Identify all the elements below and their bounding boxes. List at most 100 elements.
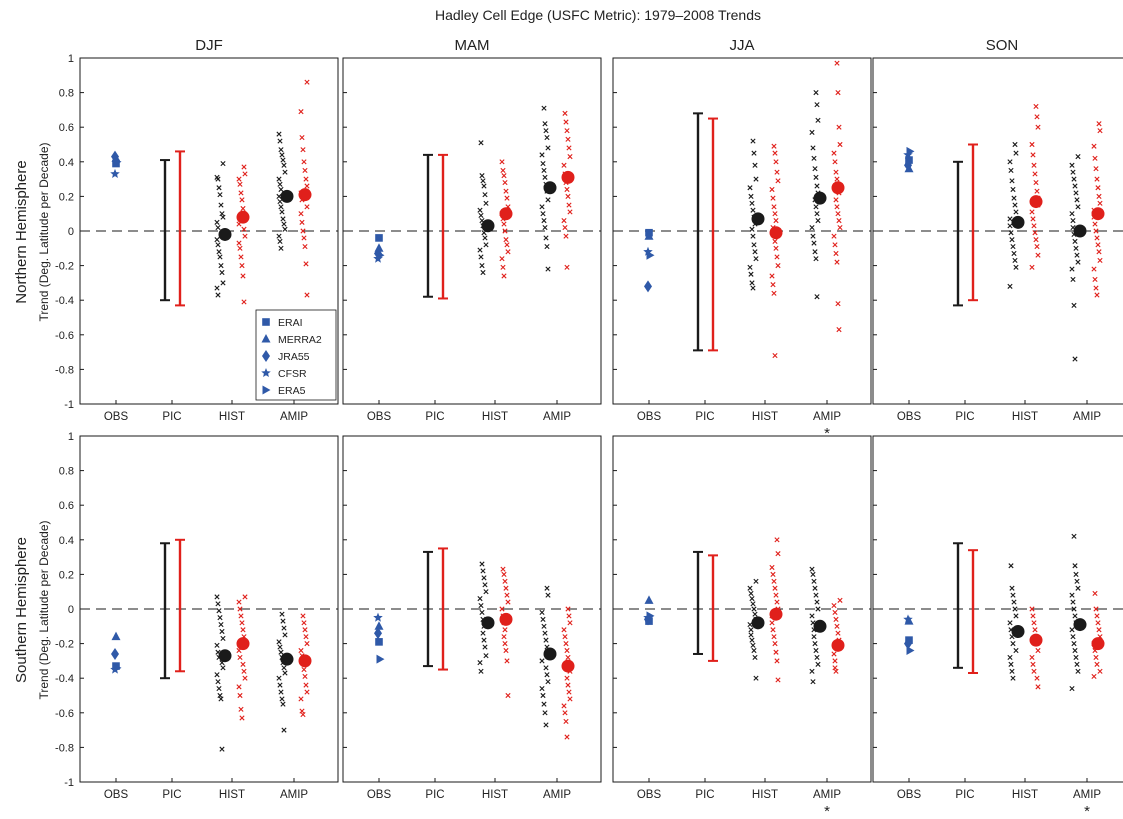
amip-member-red — [1092, 155, 1098, 161]
amip-member-black — [545, 592, 551, 598]
amip-member-black — [815, 661, 821, 667]
hist-member-black — [219, 628, 225, 635]
hist-mean-black — [218, 649, 232, 663]
y-tick-label: 0 — [68, 226, 74, 238]
row-label-southern-hemisphere: Southern Hemisphere — [13, 537, 30, 683]
hist-member-black — [748, 632, 754, 638]
amip-member-black — [1069, 266, 1075, 272]
amip-member-red — [835, 90, 841, 96]
season-title-son: SON — [986, 37, 1019, 54]
hist-member-black — [483, 589, 489, 595]
amip-mean-black — [813, 191, 827, 205]
amip-member-red — [833, 250, 839, 257]
amip-mean-red — [831, 181, 845, 195]
amip-member-black — [540, 211, 546, 217]
amip-member-black — [1074, 661, 1080, 667]
hist-mean-red — [1029, 195, 1043, 209]
hist-member-red — [769, 620, 775, 626]
hist-member-red — [242, 594, 248, 600]
category-label-hist: HIST — [482, 789, 508, 801]
hist-member-red — [1033, 103, 1039, 110]
amip-member-black — [279, 696, 285, 702]
hist-member-black — [1008, 661, 1014, 667]
hist-mean-red — [499, 207, 513, 221]
hist-member-red — [239, 715, 245, 721]
obs-marker-erai — [905, 156, 913, 164]
hist-member-red — [1031, 620, 1037, 626]
y-tick-label: -0.6 — [55, 330, 74, 342]
legend-label-erai: ERAI — [278, 317, 303, 329]
hist-member-black — [219, 746, 225, 752]
hist-member-black — [214, 219, 220, 225]
hist-member-black — [214, 285, 220, 291]
hist-member-black — [217, 615, 223, 621]
hist-member-black — [747, 185, 753, 191]
amip-member-black — [544, 134, 550, 141]
amip-member-red — [1091, 266, 1097, 272]
amip-member-red — [565, 136, 571, 142]
figure-title: Hadley Cell Edge (USFC Metric): 1979–200… — [435, 7, 761, 23]
hist-member-black — [753, 176, 759, 182]
hist-member-red — [241, 668, 247, 674]
amip-member-black — [1071, 176, 1077, 182]
category-label-pic: PIC — [955, 411, 974, 423]
hist-member-black — [218, 621, 224, 628]
hist-member-black — [481, 575, 487, 581]
hist-member-red — [502, 627, 508, 633]
amip-member-black — [280, 157, 286, 163]
hist-member-red — [773, 592, 779, 598]
amip-member-black — [278, 245, 284, 251]
amip-member-red — [300, 711, 306, 718]
hist-member-red — [239, 263, 245, 269]
amip-member-red — [298, 109, 304, 115]
obs-marker-merra2 — [374, 621, 384, 630]
category-label-obs: OBS — [637, 789, 662, 801]
hist-member-black — [749, 280, 755, 286]
hist-member-black — [481, 637, 487, 643]
hist-member-black — [751, 150, 757, 156]
hist-member-black — [1013, 647, 1019, 654]
amip-member-black — [809, 224, 815, 231]
hist-member-black — [750, 642, 756, 648]
amip-member-black — [812, 249, 818, 255]
y-tick-label: 0.4 — [59, 535, 74, 547]
amip-member-black — [1072, 613, 1078, 619]
amip-mean-red — [1091, 637, 1105, 651]
hist-member-black — [1012, 202, 1018, 208]
hist-member-red — [1035, 647, 1041, 654]
hist-member-red — [772, 211, 778, 217]
hist-member-red — [499, 256, 505, 262]
hist-member-red — [771, 578, 777, 584]
hist-member-black — [481, 183, 487, 189]
season-title-mam: MAM — [455, 37, 490, 54]
amip-member-black — [1072, 183, 1078, 189]
legend-marker-erai — [262, 318, 270, 326]
hist-member-black — [1010, 592, 1016, 598]
category-label-hist: HIST — [219, 411, 245, 423]
amip-member-black — [1074, 252, 1080, 258]
hist-member-black — [1009, 668, 1015, 674]
hist-member-red — [1031, 668, 1037, 674]
hist-member-black — [749, 596, 755, 602]
category-label-amip: AMIP — [280, 411, 308, 423]
hist-member-red — [769, 273, 775, 279]
hist-member-black — [480, 630, 486, 636]
category-label-hist: HIST — [219, 789, 245, 801]
amip-member-red — [835, 630, 841, 636]
amip-member-black — [543, 235, 549, 241]
amip-member-red — [832, 665, 838, 671]
amip-member-black — [277, 199, 283, 205]
y-tick-label: 0.2 — [59, 569, 74, 581]
y-tick-label: 1 — [68, 431, 74, 443]
hist-member-red — [504, 592, 510, 598]
amip-member-red — [1091, 143, 1097, 149]
amip-member-black — [811, 155, 817, 161]
hist-member-red — [499, 159, 505, 165]
obs-marker-era5 — [113, 157, 122, 167]
amip-member-red — [567, 696, 573, 702]
amip-member-red — [303, 682, 309, 688]
amip-member-black — [812, 641, 818, 647]
amip-member-black — [812, 585, 818, 591]
amip-member-black — [1075, 668, 1081, 674]
hist-member-black — [216, 249, 222, 255]
